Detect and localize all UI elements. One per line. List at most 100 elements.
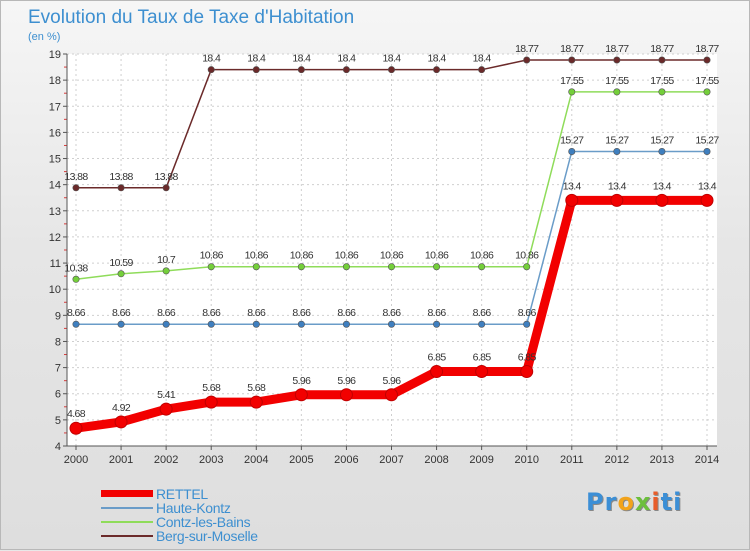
point-haute-kontz-2014 — [703, 147, 711, 155]
data-label-rettel-2007: 5.96 — [382, 375, 401, 387]
data-label-contz-les-bains-2012: 17.55 — [605, 75, 629, 87]
data-label-contz-les-bains-2003: 10.86 — [200, 250, 224, 262]
y-tick-label-11: 11 — [50, 258, 61, 270]
point-rettel-2001 — [114, 415, 128, 429]
point-rettel-2006 — [339, 388, 353, 402]
x-tick-label-2000: 2000 — [64, 454, 88, 466]
point-contz-les-bains-2007 — [387, 263, 395, 271]
x-tick-label-2003: 2003 — [199, 454, 223, 466]
point-contz-les-bains-2002 — [162, 267, 170, 275]
y-tick-label-17: 17 — [49, 101, 61, 113]
x-tick-label-2002: 2002 — [154, 454, 178, 466]
point-berg-sur-moselle-2011 — [568, 56, 576, 64]
data-label-berg-sur-moselle-2001: 13.88 — [109, 171, 133, 183]
data-label-rettel-2009: 6.85 — [473, 352, 492, 364]
point-berg-sur-moselle-2013 — [658, 56, 666, 64]
x-tick-label-2001: 2001 — [109, 454, 133, 466]
data-label-haute-kontz-2012: 15.27 — [605, 134, 629, 146]
legend-label-contz-les-bains: Contz-les-Bains — [156, 514, 251, 530]
data-label-haute-kontz-2008: 8.66 — [428, 307, 447, 319]
x-tick-label-2012: 2012 — [605, 454, 629, 466]
point-contz-les-bains-2014 — [703, 88, 711, 96]
x-tick-label-2007: 2007 — [379, 454, 403, 466]
point-berg-sur-moselle-2002 — [162, 184, 170, 192]
y-tick-label-13: 13 — [49, 206, 61, 218]
point-haute-kontz-2008 — [433, 320, 441, 328]
data-label-contz-les-bains-2001: 10.59 — [109, 257, 133, 269]
data-label-haute-kontz-2001: 8.66 — [112, 307, 131, 319]
legend-swatch-berg-sur-moselle — [101, 535, 153, 537]
point-rettel-2008 — [430, 365, 444, 379]
data-label-rettel-2004: 5.68 — [247, 382, 266, 394]
data-label-rettel-2013: 13.4 — [653, 180, 672, 192]
point-haute-kontz-2011 — [568, 147, 576, 155]
legend-swatch-haute-kontz — [101, 507, 153, 509]
y-tick-label-15: 15 — [49, 154, 61, 166]
data-label-berg-sur-moselle-2007: 18.4 — [382, 53, 401, 65]
data-label-contz-les-bains-2011: 17.55 — [560, 75, 584, 87]
data-label-rettel-2008: 6.85 — [428, 352, 447, 364]
point-contz-les-bains-2001 — [117, 270, 125, 278]
x-tick-label-2008: 2008 — [424, 454, 448, 466]
point-berg-sur-moselle-2006 — [342, 66, 350, 74]
data-label-berg-sur-moselle-2008: 18.4 — [428, 53, 447, 65]
point-berg-sur-moselle-2009 — [478, 66, 486, 74]
data-label-rettel-2012: 13.4 — [608, 180, 627, 192]
y-tick-label-9: 9 — [55, 310, 61, 322]
data-label-berg-sur-moselle-2005: 18.4 — [292, 53, 311, 65]
x-tick-label-2014: 2014 — [695, 454, 719, 466]
data-label-berg-sur-moselle-2000: 13.88 — [64, 171, 88, 183]
point-haute-kontz-2000 — [72, 320, 80, 328]
x-tick-label-2006: 2006 — [334, 454, 358, 466]
data-label-haute-kontz-2007: 8.66 — [382, 307, 401, 319]
point-berg-sur-moselle-2007 — [387, 66, 395, 74]
point-contz-les-bains-2003 — [207, 263, 215, 271]
data-label-rettel-2011: 13.4 — [563, 180, 582, 192]
point-contz-les-bains-2006 — [342, 263, 350, 271]
point-haute-kontz-2003 — [207, 320, 215, 328]
point-contz-les-bains-2009 — [478, 263, 486, 271]
point-haute-kontz-2002 — [162, 320, 170, 328]
data-label-haute-kontz-2003: 8.66 — [202, 307, 221, 319]
data-label-contz-les-bains-2002: 10.7 — [157, 254, 176, 266]
point-haute-kontz-2004 — [252, 320, 260, 328]
data-label-berg-sur-moselle-2011: 18.77 — [560, 43, 584, 55]
point-haute-kontz-2007 — [387, 320, 395, 328]
data-label-haute-kontz-2009: 8.66 — [473, 307, 492, 319]
data-label-berg-sur-moselle-2009: 18.4 — [473, 53, 492, 65]
legend-swatch-contz-les-bains — [101, 521, 153, 523]
data-label-rettel-2006: 5.96 — [337, 375, 356, 387]
data-label-haute-kontz-2000: 8.66 — [67, 307, 86, 319]
y-tick-label-7: 7 — [55, 363, 61, 375]
data-label-haute-kontz-2004: 8.66 — [247, 307, 266, 319]
data-label-haute-kontz-2010: 8.66 — [518, 307, 537, 319]
point-rettel-2003 — [204, 395, 218, 409]
data-label-contz-les-bains-2014: 17.55 — [695, 75, 719, 87]
data-label-contz-les-bains-2013: 17.55 — [650, 75, 674, 87]
point-berg-sur-moselle-2000 — [72, 184, 80, 192]
point-berg-sur-moselle-2014 — [703, 56, 711, 64]
point-contz-les-bains-2010 — [523, 263, 531, 271]
x-tick-label-2004: 2004 — [244, 454, 268, 466]
data-label-berg-sur-moselle-2012: 18.77 — [605, 43, 629, 55]
axes: 4 5 6 7 8 9 10 11 12 13 14 15 16 17 18 19 2000 2001 2002 20… — [49, 49, 719, 466]
point-contz-les-bains-2011 — [568, 88, 576, 96]
data-label-rettel-2010: 6.85 — [518, 352, 537, 364]
data-label-rettel-2005: 5.96 — [292, 375, 311, 387]
point-rettel-2010 — [520, 365, 534, 379]
data-label-haute-kontz-2014: 15.27 — [695, 134, 719, 146]
point-haute-kontz-2005 — [297, 320, 305, 328]
y-tick-label-6: 6 — [55, 389, 61, 401]
point-contz-les-bains-2012 — [613, 88, 621, 96]
point-haute-kontz-2001 — [117, 320, 125, 328]
point-rettel-2011 — [565, 193, 579, 207]
data-label-berg-sur-moselle-2010: 18.77 — [515, 43, 539, 55]
point-haute-kontz-2009 — [478, 320, 486, 328]
y-tick-label-4: 4 — [55, 441, 61, 453]
point-rettel-2013 — [655, 193, 669, 207]
data-label-contz-les-bains-2007: 10.86 — [380, 250, 404, 262]
x-tick-label-2011: 2011 — [560, 454, 584, 466]
point-contz-les-bains-2013 — [658, 88, 666, 96]
